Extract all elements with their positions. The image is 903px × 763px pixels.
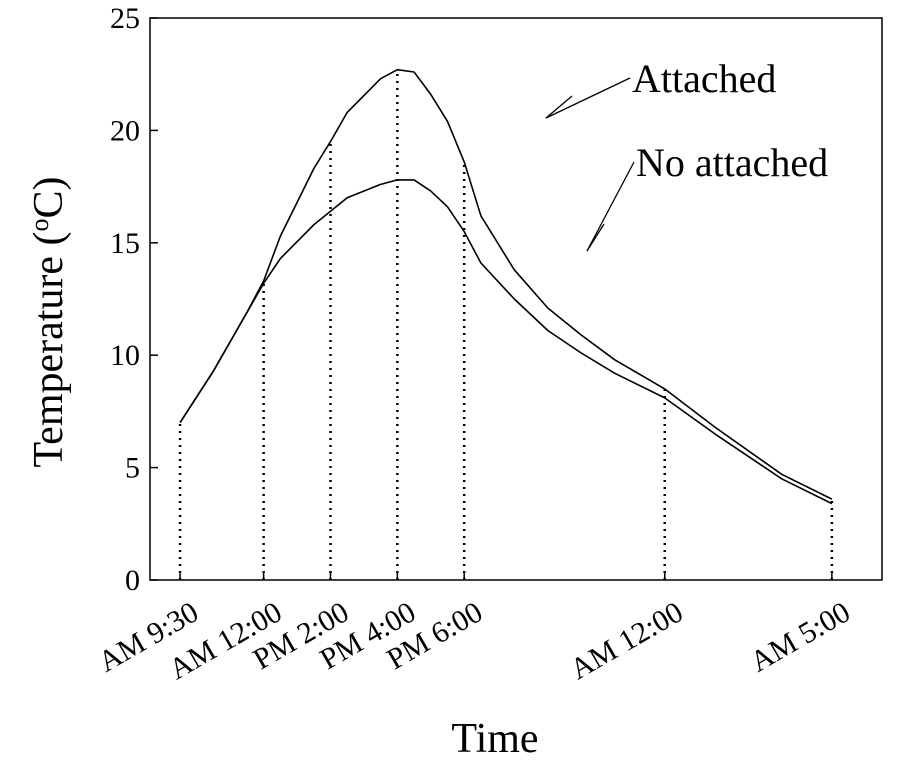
- x-tick-label: AM 5:00: [745, 595, 856, 678]
- y-tick-label: 25: [110, 2, 140, 35]
- y-tick-label: 20: [110, 114, 140, 147]
- y-tick-label: 5: [125, 452, 140, 485]
- annotation-attached: Attached: [632, 56, 776, 101]
- y-axis-title-main: Temperature (: [26, 231, 72, 467]
- y-axis-title-unit: C): [26, 176, 72, 218]
- time-marker-lines: [178, 69, 834, 580]
- plot-border: [149, 17, 883, 581]
- series-line-no-attached: [179, 179, 833, 505]
- series-layer: [179, 68, 833, 505]
- annotation-no-attached-pointer: [586, 161, 635, 252]
- y-axis-title: Temperature (oC): [25, 176, 72, 467]
- annotation-no-attached: No attached: [636, 140, 828, 185]
- annotation-attached-pointer: [545, 77, 631, 119]
- y-tick-label: 0: [125, 564, 140, 597]
- series-line-attached: [179, 68, 833, 500]
- x-axis-title: Time: [451, 716, 538, 762]
- y-tick-label: 10: [110, 339, 140, 372]
- annotation-attached-arrowhead: [545, 95, 573, 119]
- y-axis-title-sup: o: [25, 218, 54, 231]
- annotations: Attached No attached: [545, 56, 828, 252]
- annotation-no-attached-arrowhead: [586, 223, 605, 252]
- y-tick-label: 15: [110, 227, 140, 260]
- x-tick-label: AM 12:00: [565, 595, 689, 686]
- plot-frame: [149, 17, 883, 581]
- y-axis-ticks: 0 5 10 15 20 25: [110, 2, 158, 597]
